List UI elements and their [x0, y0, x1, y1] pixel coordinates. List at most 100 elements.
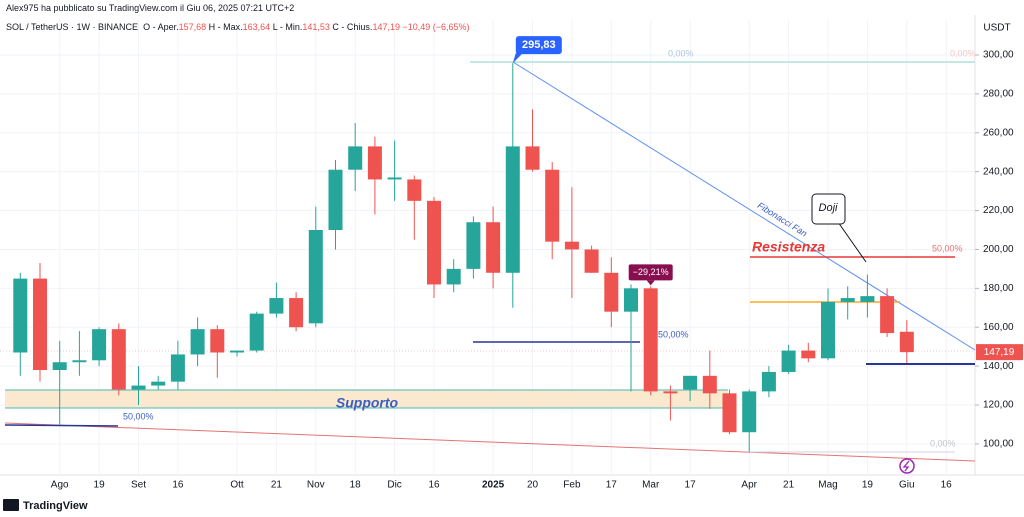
candle-body [33, 278, 47, 370]
drop-callout [628, 264, 673, 281]
candle-body [308, 230, 323, 324]
candle-body [564, 241, 579, 250]
candle-body [683, 375, 698, 390]
candle-body [328, 169, 343, 230]
currency: USDT [983, 23, 1010, 34]
peak-pointer [512, 53, 523, 64]
brand: TradingView [23, 500, 88, 512]
y-tick-label: 180,00 [983, 283, 1014, 294]
fib-label: 50,00% [932, 243, 963, 253]
y-tick-label: 300,00 [983, 50, 1014, 61]
candle-body [151, 381, 166, 386]
x-tick-label: 21 [783, 480, 795, 491]
y-tick-label: 100,00 [983, 439, 1014, 450]
candle-body [604, 272, 619, 312]
candle-body [702, 375, 717, 394]
x-tick-label: 2025 [482, 480, 505, 491]
fib-label: 50,00% [658, 329, 689, 339]
candle-body [92, 329, 107, 361]
y-tick-label: 220,00 [983, 205, 1014, 216]
x-tick-label: Mag [818, 480, 837, 491]
drop-label: −29,21% [633, 267, 669, 277]
y-tick-label: 240,00 [983, 166, 1014, 177]
candle-body [190, 329, 205, 355]
candle-body [230, 350, 244, 353]
candle-body [111, 329, 126, 390]
price-tag [976, 344, 1023, 361]
fan-label: Fibonacci Fan [756, 200, 809, 238]
candle-body [466, 222, 481, 269]
y-tick-label: 280,00 [983, 89, 1014, 100]
candle-body [13, 278, 28, 353]
candle-body [584, 249, 599, 273]
x-tick-label: 19 [862, 480, 874, 491]
brand-logo [3, 499, 19, 511]
candle-body [781, 350, 796, 372]
candle-body [210, 329, 225, 353]
event-icon[interactable] [899, 458, 915, 474]
trend-line [4, 422, 976, 462]
candle-body [131, 385, 146, 390]
x-tick-label: Giu [899, 480, 915, 491]
candle-body [446, 268, 461, 285]
x-tick-label: Ago [51, 480, 69, 491]
change: −10,49 (−6,65%) [402, 22, 470, 32]
fib-line [4, 424, 119, 427]
candle-body [486, 222, 501, 273]
legend-label: C - Chius. [332, 22, 373, 32]
x-tick-label: Apr [741, 480, 757, 491]
x-tick-label: 16 [428, 480, 440, 491]
y-tick-label: 200,00 [983, 244, 1014, 255]
legend-value: 157,68 [178, 22, 207, 32]
candle-body [899, 331, 914, 353]
fib-label: 0,00% [668, 48, 694, 58]
fib-fan [512, 61, 976, 351]
y-tick-label: 120,00 [983, 400, 1014, 411]
x-tick-label: 17 [606, 480, 618, 491]
callout-box [811, 193, 846, 225]
candle-body [643, 288, 658, 392]
x-tick-label: Set [131, 480, 146, 491]
candle-body [840, 298, 855, 302]
candle-body [427, 200, 441, 285]
legend-label: O - Aper. [143, 22, 179, 32]
candle-body [860, 296, 875, 302]
x-tick-label: 19 [94, 480, 106, 491]
candle-body [505, 146, 520, 273]
x-tick-label: 17 [685, 480, 697, 491]
support-label: Supporto [336, 395, 399, 411]
doji-label: Doji [819, 202, 839, 214]
legend-label: H - Max. [208, 22, 243, 32]
candle-body [624, 288, 638, 312]
x-tick-label: Dic [387, 480, 401, 491]
price-tag-label: 147,19 [984, 347, 1015, 358]
candle-body [722, 393, 737, 433]
event-icon [902, 460, 910, 472]
author-line: Alex975 ha pubblicato su TradingView.com… [6, 3, 295, 13]
y-tick-label: 260,00 [983, 127, 1014, 138]
x-tick-label: Ott [230, 480, 244, 491]
fib-label: 0,00% [930, 438, 956, 448]
peak-label: 295,83 [522, 39, 556, 51]
x-tick-label: 16 [941, 480, 953, 491]
ohlc-legend: O - Aper.157,68 H - Max.163,64 L - Min.1… [143, 22, 402, 32]
y-tick-label: 160,00 [983, 322, 1014, 333]
candle-body [821, 301, 835, 359]
symbol-legend: SOL / TetherUS · 1W · BINANCE O - Aper.1… [6, 22, 470, 32]
candle-body [880, 296, 895, 334]
legend-value: 163,64 [242, 22, 271, 32]
legend-label: L - Min. [272, 22, 303, 32]
candle-body [525, 146, 540, 170]
legend-value: 141,53 [302, 22, 330, 32]
support-zone [5, 390, 728, 408]
candle-body [249, 313, 264, 351]
resistance-label: Resistenza [752, 239, 825, 255]
x-tick-label: 21 [271, 480, 283, 491]
y-tick-label: 140,00 [983, 361, 1014, 372]
candle-body [348, 146, 363, 170]
peak-callout [515, 36, 562, 55]
candle-body [545, 169, 560, 242]
legend-value: 147,19 [372, 22, 400, 32]
